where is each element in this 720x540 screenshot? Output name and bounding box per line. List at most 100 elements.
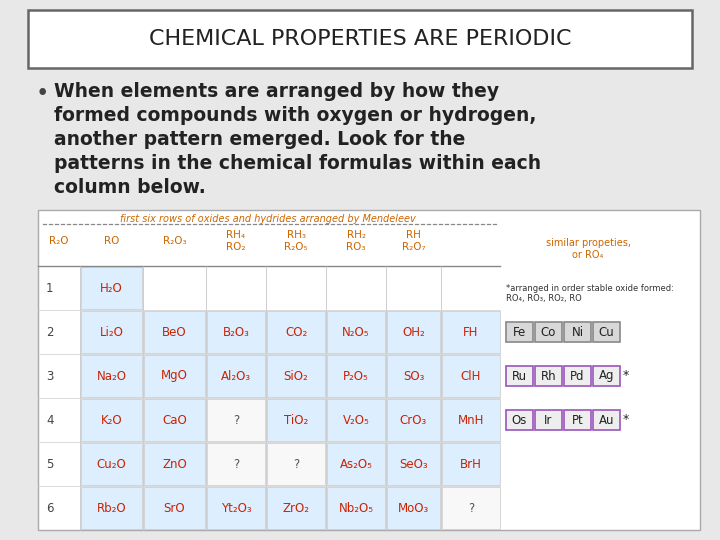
FancyBboxPatch shape [144, 311, 205, 353]
Text: 6: 6 [46, 502, 53, 515]
Text: H₂O: H₂O [100, 281, 123, 294]
FancyBboxPatch shape [81, 487, 142, 529]
Text: SeO₃: SeO₃ [399, 457, 428, 470]
FancyBboxPatch shape [144, 487, 205, 529]
Text: R₂O₅: R₂O₅ [284, 242, 308, 252]
Text: R₂O₃: R₂O₃ [163, 236, 186, 246]
FancyBboxPatch shape [207, 355, 265, 397]
Text: similar propeties,
or RO₄: similar propeties, or RO₄ [546, 238, 631, 260]
FancyBboxPatch shape [267, 399, 325, 441]
FancyBboxPatch shape [207, 443, 265, 485]
Text: ClH: ClH [461, 369, 481, 382]
Text: 3: 3 [46, 369, 53, 382]
Text: R₂O₇: R₂O₇ [402, 242, 426, 252]
Text: SrO: SrO [163, 502, 185, 515]
FancyBboxPatch shape [267, 311, 325, 353]
FancyBboxPatch shape [81, 267, 142, 309]
Text: Au: Au [599, 414, 614, 427]
Text: *: * [623, 414, 629, 427]
FancyBboxPatch shape [144, 399, 205, 441]
Text: Fe: Fe [513, 326, 526, 339]
FancyBboxPatch shape [81, 399, 142, 441]
FancyBboxPatch shape [442, 443, 500, 485]
FancyBboxPatch shape [535, 366, 562, 386]
FancyBboxPatch shape [81, 443, 142, 485]
FancyBboxPatch shape [535, 322, 562, 342]
Text: V₂O₅: V₂O₅ [343, 414, 369, 427]
Text: ?: ? [233, 414, 239, 427]
FancyBboxPatch shape [387, 355, 440, 397]
Text: Al₂O₃: Al₂O₃ [221, 369, 251, 382]
FancyBboxPatch shape [387, 443, 440, 485]
Text: 2: 2 [46, 326, 53, 339]
Text: Yt₂O₃: Yt₂O₃ [221, 502, 251, 515]
Text: CaO: CaO [162, 414, 187, 427]
Text: 4: 4 [46, 414, 53, 427]
FancyBboxPatch shape [387, 487, 440, 529]
Text: formed compounds with oxygen or hydrogen,: formed compounds with oxygen or hydrogen… [54, 106, 536, 125]
Text: ZnO: ZnO [162, 457, 187, 470]
FancyBboxPatch shape [267, 443, 325, 485]
Text: RH₄: RH₄ [226, 230, 246, 240]
Text: Pt: Pt [572, 414, 583, 427]
Text: P₂O₅: P₂O₅ [343, 369, 369, 382]
FancyBboxPatch shape [593, 322, 620, 342]
Text: Pd: Pd [570, 369, 585, 382]
FancyBboxPatch shape [81, 311, 142, 353]
Text: R₂O: R₂O [49, 236, 68, 246]
Text: Rh: Rh [541, 369, 557, 382]
FancyBboxPatch shape [327, 311, 385, 353]
Text: *arranged in order stable oxide formed:
RO₄, RO₃, RO₂, RO: *arranged in order stable oxide formed: … [506, 284, 674, 303]
FancyBboxPatch shape [38, 210, 700, 530]
FancyBboxPatch shape [564, 366, 591, 386]
Text: Na₂O: Na₂O [96, 369, 127, 382]
Text: Li₂O: Li₂O [99, 326, 123, 339]
Text: MgO: MgO [161, 369, 188, 382]
FancyBboxPatch shape [207, 399, 265, 441]
Text: RH: RH [406, 230, 421, 240]
Text: Nb₂O₅: Nb₂O₅ [338, 502, 374, 515]
FancyBboxPatch shape [387, 399, 440, 441]
Text: BrH: BrH [460, 457, 482, 470]
FancyBboxPatch shape [327, 355, 385, 397]
FancyBboxPatch shape [207, 487, 265, 529]
Text: OH₂: OH₂ [402, 326, 425, 339]
Text: •: • [36, 82, 50, 105]
Text: K₂O: K₂O [101, 414, 122, 427]
Text: *: * [623, 369, 629, 382]
Text: Ru: Ru [512, 369, 527, 382]
Text: patterns in the chemical formulas within each: patterns in the chemical formulas within… [54, 154, 541, 173]
Text: 5: 5 [46, 457, 53, 470]
Text: RO: RO [104, 236, 120, 246]
FancyBboxPatch shape [564, 410, 591, 430]
Text: Co: Co [541, 326, 556, 339]
Text: CO₂: CO₂ [285, 326, 307, 339]
Text: Ni: Ni [572, 326, 584, 339]
Text: another pattern emerged. Look for the: another pattern emerged. Look for the [54, 130, 465, 149]
Text: BeO: BeO [162, 326, 186, 339]
FancyBboxPatch shape [387, 311, 440, 353]
FancyBboxPatch shape [207, 311, 265, 353]
FancyBboxPatch shape [442, 487, 500, 529]
FancyBboxPatch shape [267, 355, 325, 397]
Text: MoO₃: MoO₃ [398, 502, 429, 515]
Text: CrO₃: CrO₃ [400, 414, 427, 427]
FancyBboxPatch shape [535, 410, 562, 430]
Text: RO₂: RO₂ [226, 242, 246, 252]
FancyBboxPatch shape [144, 443, 205, 485]
Text: Cu: Cu [598, 326, 614, 339]
Text: ?: ? [293, 457, 299, 470]
FancyBboxPatch shape [593, 366, 620, 386]
Text: ?: ? [233, 457, 239, 470]
Text: FH: FH [463, 326, 479, 339]
Text: RO₃: RO₃ [346, 242, 366, 252]
FancyBboxPatch shape [442, 311, 500, 353]
Text: Rb₂O: Rb₂O [96, 502, 126, 515]
Text: ZrO₂: ZrO₂ [282, 502, 310, 515]
Text: RH₃: RH₃ [287, 230, 305, 240]
Text: RH₂: RH₂ [346, 230, 366, 240]
Text: N₂O₅: N₂O₅ [342, 326, 370, 339]
Text: When elements are arranged by how they: When elements are arranged by how they [54, 82, 499, 101]
Text: Ir: Ir [544, 414, 553, 427]
Text: 1: 1 [46, 281, 53, 294]
